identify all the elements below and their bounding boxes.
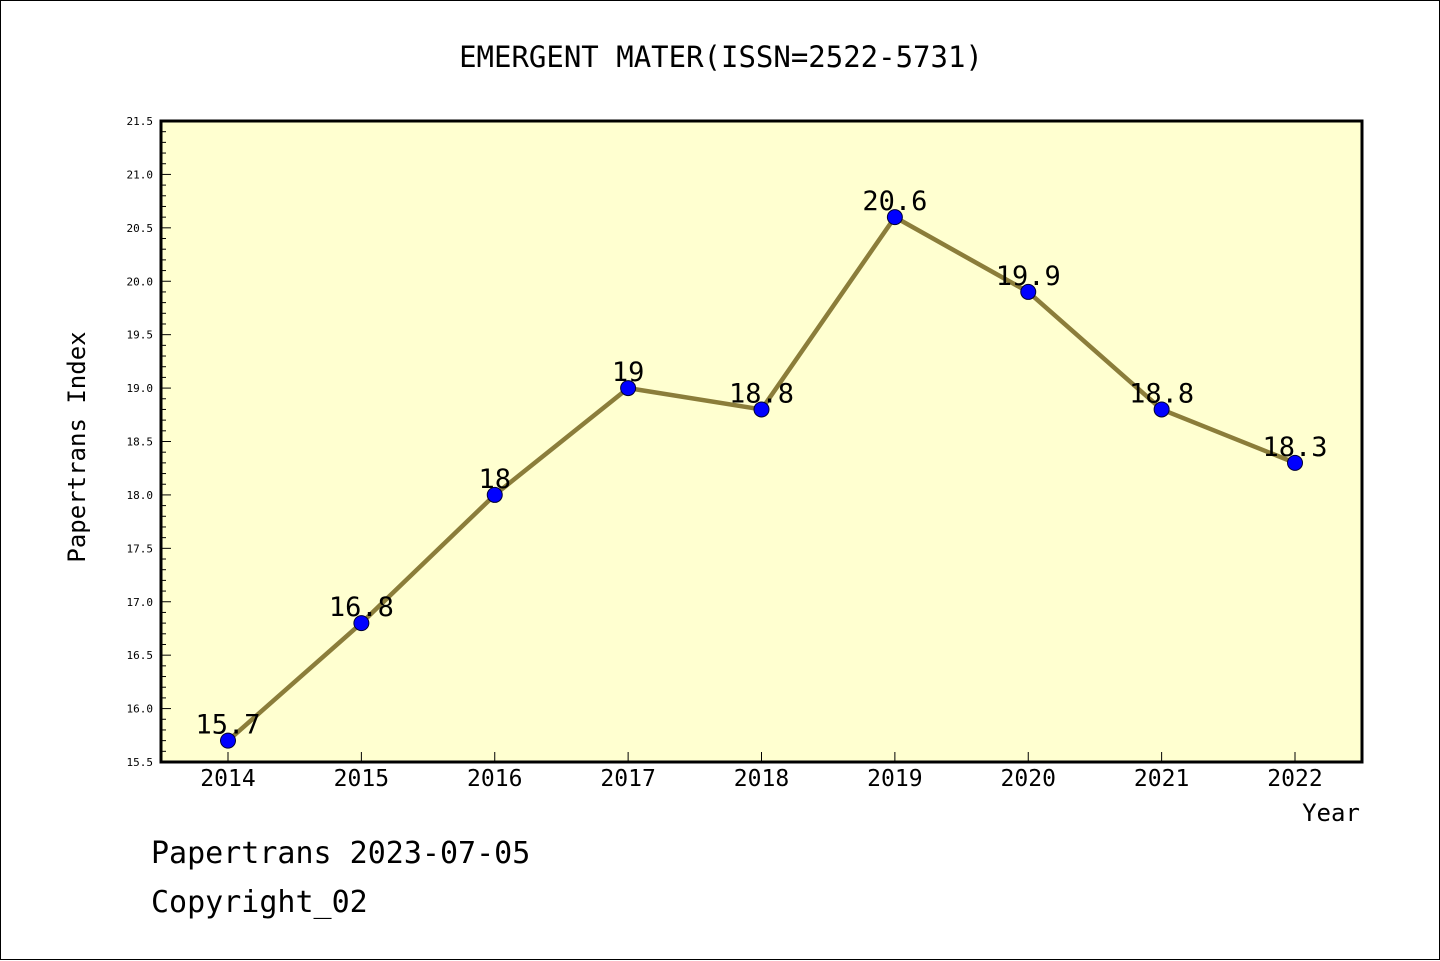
data-label: 19 <box>612 357 645 388</box>
x-tick-label: 2014 <box>200 766 255 792</box>
y-axis-title: Papertrans Index <box>63 331 91 562</box>
data-label: 18.3 <box>1262 432 1327 463</box>
y-tick-label: 17.5 <box>127 542 154 555</box>
data-point <box>1153 401 1170 418</box>
data-point <box>620 380 637 397</box>
y-tick-label: 18.5 <box>127 436 154 449</box>
data-label: 18.8 <box>1129 378 1194 409</box>
x-axis-title: Year <box>1302 799 1360 827</box>
x-tick-label: 2015 <box>334 766 389 792</box>
data-label: 18.8 <box>729 378 794 409</box>
data-points <box>220 209 1303 749</box>
x-axis: 2014 2015 2016 2017 2018 2019 2020 2021 2022 <box>200 752 1323 792</box>
data-point <box>486 486 503 503</box>
plot-area <box>161 121 1362 762</box>
x-tick-label: 2018 <box>734 766 789 792</box>
y-tick-label: 19.5 <box>127 329 154 342</box>
x-tick-label: 2016 <box>467 766 522 792</box>
data-labels: 15.7 16.8 18 19 18.8 20.6 19.9 18.8 18.3 <box>195 186 1327 740</box>
data-point <box>353 615 370 632</box>
footer-date: Papertrans 2023-07-05 <box>151 836 531 871</box>
x-tick-label: 2020 <box>1001 766 1056 792</box>
y-axis: 15.5 16.0 16.5 17.0 17.5 18.0 18.5 19.0 19.5 20.0… <box>127 115 171 769</box>
data-label: 15.7 <box>195 710 260 741</box>
y-tick-label: 20.5 <box>127 222 154 235</box>
x-tick-label: 2021 <box>1134 766 1189 792</box>
y-tick-label: 19.0 <box>127 382 154 395</box>
x-tick-label: 2022 <box>1267 766 1322 792</box>
plot-border <box>159 119 1364 764</box>
y-tick-label: 20.0 <box>127 275 154 288</box>
data-label: 18 <box>478 464 511 495</box>
data-label: 20.6 <box>862 186 927 217</box>
x-tick-label: 2019 <box>867 766 922 792</box>
data-point <box>753 401 770 418</box>
y-tick-label: 16.0 <box>127 703 154 716</box>
data-label: 16.8 <box>329 592 394 623</box>
y-tick-label: 17.0 <box>127 596 154 609</box>
footer-copyright: Copyright_02 <box>151 885 368 920</box>
chart-title: EMERGENT MATER(ISSN=2522-5731) <box>459 40 983 74</box>
data-point <box>1287 454 1303 471</box>
data-point <box>220 732 236 749</box>
y-tick-label: 21.5 <box>127 115 154 128</box>
data-label: 19.9 <box>996 261 1061 292</box>
y-tick-label: 18.0 <box>127 489 154 502</box>
x-tick-label: 2017 <box>600 766 655 792</box>
data-point <box>886 209 903 226</box>
y-tick-label: 21.0 <box>127 168 154 181</box>
data-point <box>1020 283 1037 300</box>
y-tick-label: 16.5 <box>127 649 154 662</box>
y-tick-label: 15.5 <box>127 756 154 769</box>
